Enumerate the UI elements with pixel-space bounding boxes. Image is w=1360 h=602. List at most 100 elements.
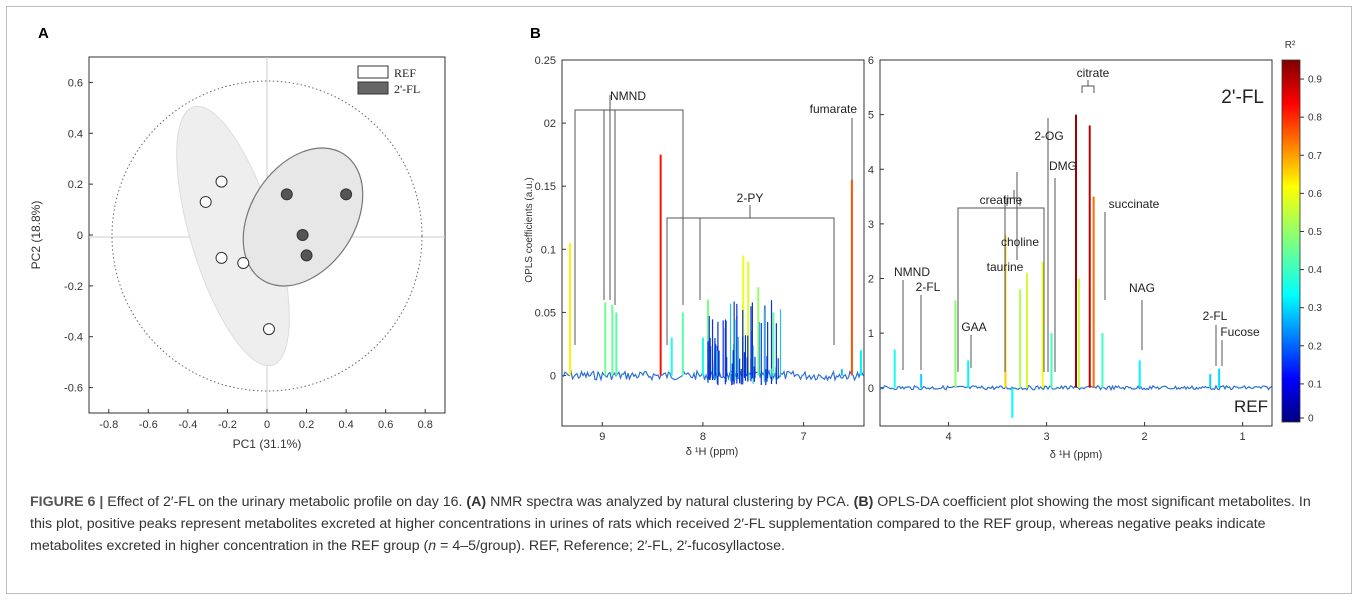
colorbar-ticks: 0.9 0.8 0.7 0.6 0.5 0.4 0.3 0.2 0.1 0: [1300, 75, 1322, 425]
pca-y-tick-label: 0.6: [68, 77, 83, 89]
legend-swatch-fl: [357, 81, 389, 95]
group-label-ref: REF: [1234, 397, 1268, 416]
caption-a-text: NMR spectra was analyzed by natural clus…: [486, 494, 854, 510]
right-y-tick-label: 2: [868, 274, 874, 286]
pca-x-ticks: -0.8 -0.6 -0.4 -0.2 0 0.2 0.4 0.6 0.8: [99, 409, 433, 431]
right-x-tick-label: 3: [1044, 431, 1050, 443]
figure-6: A -0.8 -0.6 -0.4 -0.2 0 0.2 0.4 0.6 0.8 0.6 0.4 0.…: [29, 25, 1322, 461]
left-y-tick-label: 0.15: [535, 181, 556, 193]
label-choline: choline: [1001, 235, 1039, 249]
colorbar-tick-label: 0.3: [1308, 303, 1322, 314]
label-2py: 2-PY: [737, 191, 764, 205]
pca-y-tick-label: 0.2: [68, 179, 83, 191]
colorbar-tick-label: 0.5: [1308, 227, 1322, 238]
caption-n-rest: = 4–5/group). REF, Reference; 2′-FL, 2′-…: [436, 538, 785, 554]
left-y-tick-label: 0.25: [535, 55, 556, 67]
pca-point-fl: [340, 188, 353, 201]
pca-y-label: PC2 (18.8%): [29, 201, 43, 270]
pca-y-tick-label: -0.4: [64, 332, 83, 344]
spectrum-left-trace: [561, 154, 864, 386]
pca-point-ref: [215, 251, 228, 264]
right-y-tick-label: 1: [868, 328, 874, 340]
right-y-tick-label: 5: [868, 110, 874, 122]
label-nmnd-right: NMND: [894, 265, 930, 279]
colorbar-title: R²: [1285, 40, 1296, 51]
label-fucose: Fucose: [1220, 325, 1260, 339]
left-y-tick-label: 0: [550, 371, 556, 383]
right-x-label: δ ¹H (ppm): [1050, 449, 1103, 461]
left-y-tick-label: 0.1: [541, 244, 556, 256]
pca-points: [199, 175, 353, 336]
panel-b-label: B: [530, 25, 541, 42]
caption-b-label: (B): [853, 494, 874, 510]
pca-point-ref: [199, 195, 212, 208]
right-y-tick-label: 6: [868, 55, 874, 67]
pca-x-label: PC1 (31.1%): [233, 437, 302, 451]
colorbar-tick-label: 0.1: [1308, 379, 1322, 390]
label-creatine: creatine: [980, 193, 1023, 207]
caption-n: n: [428, 538, 437, 554]
right-y-tick-label: 0: [868, 383, 874, 395]
right-x-tick-label: 4: [946, 431, 952, 443]
right-annotations: [902, 80, 1223, 372]
label-fumarate: fumarate: [810, 102, 858, 116]
pca-x-tick-label: -0.2: [218, 419, 237, 431]
hotelling-t2-ellipse: [111, 80, 423, 392]
pca-y-tick-label: -0.6: [64, 383, 83, 395]
left-x-tick-label: 8: [700, 431, 706, 443]
right-x-tick-label: 1: [1240, 431, 1246, 443]
label-gaa: GAA: [961, 320, 986, 334]
pca-x-tick-label: 0: [264, 419, 270, 431]
panel-a-label: A: [38, 25, 49, 42]
colorbar-tick-label: 0: [1308, 414, 1314, 425]
colorbar: [1281, 59, 1301, 423]
fl-confidence-ellipse: [242, 147, 364, 287]
figure-frame: [6, 6, 1352, 594]
label-dmg: DMG: [1049, 159, 1077, 173]
pca-x-tick-label: -0.4: [178, 419, 197, 431]
pca-y-tick-label: 0.4: [68, 128, 83, 140]
pca-legend: REF 2'-FL: [357, 65, 420, 96]
right-y-tick-label: 3: [868, 219, 874, 231]
colorbar-tick-label: 0.4: [1308, 265, 1322, 276]
caption-b-text: OPLS-DA coefficient plot showing the mos…: [30, 494, 1311, 554]
pca-y-tick-label: 0: [77, 230, 83, 242]
group-label-fl: 2'-FL: [1221, 87, 1264, 108]
label-2fl-b: 2-FL: [1203, 309, 1228, 323]
pca-x-tick-label: -0.6: [139, 419, 158, 431]
label-succinate: succinate: [1109, 197, 1160, 211]
colorbar-tick-label: 0.6: [1308, 189, 1322, 200]
pca-x-tick-label: -0.8: [99, 419, 118, 431]
left-y-tick-label: 0.05: [535, 307, 556, 319]
pca-point-fl: [280, 188, 293, 201]
legend-label-ref: REF: [394, 66, 416, 80]
left-annotations: [574, 95, 853, 345]
pca-point-ref: [262, 323, 275, 336]
pca-point-fl: [300, 249, 313, 262]
pca-x-tick-label: 0.2: [299, 419, 314, 431]
pca-x-tick-label: 0.6: [378, 419, 393, 431]
left-x-tick-label: 9: [599, 431, 605, 443]
label-nag: NAG: [1129, 281, 1155, 295]
opls-y-label: OPLS coefficients (a.u.): [524, 177, 535, 282]
right-y-tick-label: 4: [868, 164, 874, 176]
figure-caption: FIGURE 6 | Effect of 2′-FL on the urinar…: [30, 491, 1330, 557]
pca-x-tick-label: 0.8: [418, 419, 433, 431]
pca-point-ref: [237, 256, 250, 269]
caption-lead: Effect of 2′-FL on the urinary metabolic…: [107, 494, 467, 510]
colorbar-tick-label: 0.9: [1308, 75, 1322, 86]
label-citrate: citrate: [1077, 66, 1110, 80]
caption-a-label: (A): [466, 494, 487, 510]
colorbar-tick-label: 0.7: [1308, 151, 1322, 162]
colorbar-tick-label: 0.8: [1308, 113, 1322, 124]
pca-y-tick-label: -0.2: [64, 281, 83, 293]
label-taurine: taurine: [987, 260, 1024, 274]
pca-y-ticks: 0.6 0.4 0.2 0 -0.2 -0.4 -0.6: [64, 77, 93, 395]
label-nmnd-left: NMND: [610, 89, 646, 103]
left-x-label: δ ¹H (ppm): [686, 446, 739, 458]
right-x-tick-label: 2: [1142, 431, 1148, 443]
legend-label-fl: 2'-FL: [394, 82, 420, 96]
label-2og: 2-OG: [1034, 129, 1063, 143]
left-x-tick-label: 7: [801, 431, 807, 443]
left-x-ticks: 9 8 7: [599, 422, 807, 443]
